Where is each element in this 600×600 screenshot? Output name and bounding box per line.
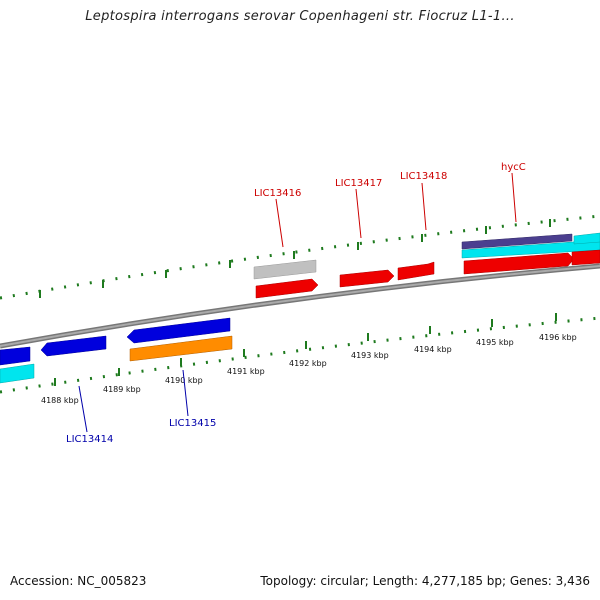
leader-lines [78, 172, 517, 433]
tick-label-4191: 4191 kbp [227, 367, 265, 376]
gene-left-cyan[interactable] [0, 363, 35, 384]
tick-label-4196: 4196 kbp [539, 333, 577, 342]
gene-label-hycC[interactable]: hycC [501, 162, 526, 173]
tick-label-4195: 4195 kbp [476, 338, 514, 347]
gene-next-red[interactable] [571, 249, 600, 266]
gene-label-LIC13416[interactable]: LIC13416 [254, 188, 301, 199]
upper-tick-row [0, 214, 600, 300]
gene-edge-cyan[interactable] [573, 232, 600, 245]
gene-hycC-cyan[interactable] [461, 239, 600, 259]
gene-label-LIC13415[interactable]: LIC13415 [169, 418, 216, 429]
accession-text: Accession: NC_005823 [10, 574, 147, 588]
backbone [0, 263, 600, 349]
gene-label-LIC13418[interactable]: LIC13418 [400, 171, 447, 182]
gene-label-LIC13417[interactable]: LIC13417 [335, 178, 382, 189]
gene-labels: LIC13416 LIC13417 LIC13418 hycC LIC13414… [66, 162, 526, 445]
gene-left-blue[interactable] [0, 346, 31, 366]
gene-LIC13416[interactable] [255, 278, 319, 299]
tick-label-4194: 4194 kbp [414, 345, 452, 354]
tick-label-4193: 4193 kbp [351, 351, 389, 360]
tick-label-4189: 4189 kbp [103, 385, 141, 394]
genome-summary: Topology: circular; Length: 4,277,185 bp… [260, 574, 590, 588]
gene-LIC13415-blue[interactable] [126, 317, 231, 344]
gene-LIC13415[interactable] [129, 335, 233, 362]
tick-label-4192: 4192 kbp [289, 359, 327, 368]
lower-tick-row [0, 316, 600, 394]
map-title: Leptospira interrogans serovar Copenhage… [85, 9, 515, 24]
major-ticks [39, 219, 557, 386]
tick-label-4188: 4188 kbp [41, 396, 79, 405]
gene-LIC13417[interactable] [339, 269, 395, 288]
forward-features [253, 232, 600, 299]
gene-hycC-purple[interactable] [461, 233, 573, 250]
gene-LIC13414[interactable] [40, 335, 107, 357]
gene-LIC13416-grey[interactable] [253, 259, 317, 280]
reverse-features [0, 317, 233, 384]
tick-labels: 4188 kbp 4189 kbp 4190 kbp 4191 kbp 4192… [41, 333, 577, 405]
gene-LIC13418[interactable] [397, 261, 435, 281]
gene-hycC[interactable] [463, 252, 575, 275]
gene-label-LIC13414[interactable]: LIC13414 [66, 434, 113, 445]
